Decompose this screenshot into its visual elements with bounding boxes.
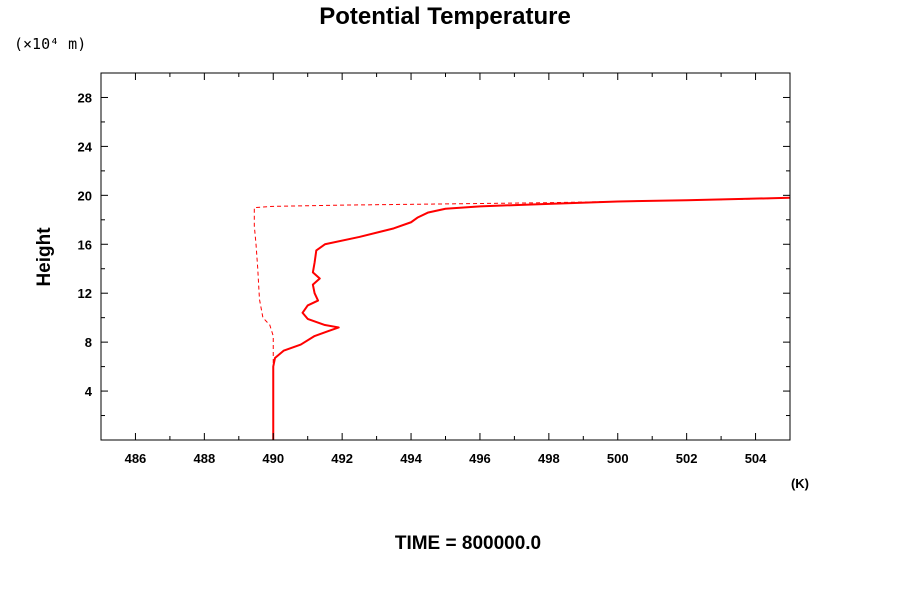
y-tick-label: 20	[78, 188, 92, 203]
y-axis: 4 8 12 16 20 24 28	[78, 72, 790, 417]
series-line-dashed	[253, 197, 790, 440]
series-line-solid	[272, 196, 790, 440]
y-tick-label: 4	[85, 384, 93, 399]
x-tick-label: 488	[193, 451, 215, 466]
x-axis: 486 488 490 492 494 496 498 500 502 504	[100, 73, 791, 466]
y-tick-label: 24	[78, 139, 93, 154]
x-tick-label: 486	[125, 451, 147, 466]
x-tick-label: 494	[400, 451, 422, 466]
x-tick-label: 490	[262, 451, 284, 466]
y-tick-label: 16	[78, 237, 92, 252]
plot-frame	[100, 72, 791, 441]
x-tick-label: 496	[469, 451, 491, 466]
y-tick-label: 28	[78, 90, 92, 105]
x-tick-label: 502	[676, 451, 698, 466]
x-unit-label: (K)	[791, 476, 809, 491]
x-tick-label: 498	[538, 451, 560, 466]
x-tick-label: 492	[331, 451, 353, 466]
y-axis-label: Height	[34, 227, 55, 287]
x-tick-label: 500	[607, 451, 629, 466]
time-label: TIME = 800000.0	[395, 533, 541, 554]
series-layer	[253, 196, 790, 440]
y-unit-label: (×10⁴ m)	[14, 35, 86, 53]
y-tick-label: 8	[85, 335, 92, 350]
x-tick-label: 504	[745, 451, 767, 466]
chart-title: Potential Temperature	[319, 3, 571, 30]
y-tick-label: 12	[78, 286, 92, 301]
